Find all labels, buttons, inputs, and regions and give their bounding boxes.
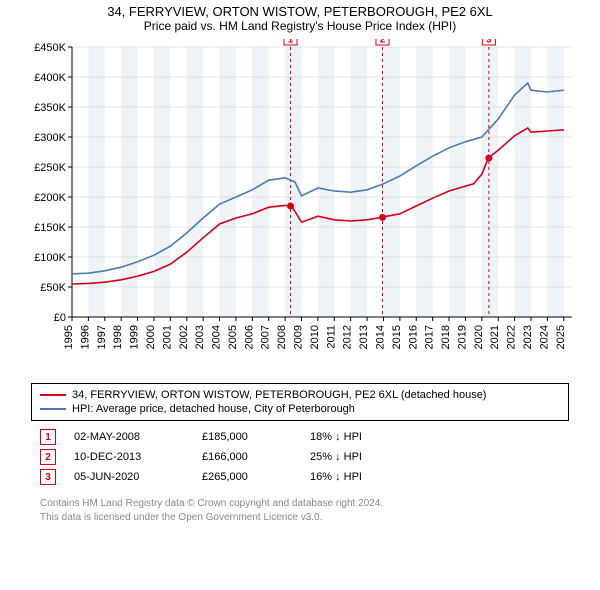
footer-line1: Contains HM Land Registry data © Crown c…: [40, 497, 560, 511]
svg-text:£150K: £150K: [34, 222, 66, 234]
sale-marker-box: 3: [40, 469, 56, 485]
svg-text:2020: 2020: [473, 325, 485, 349]
svg-text:2012: 2012: [342, 325, 354, 349]
svg-text:2005: 2005: [227, 325, 239, 349]
svg-text:2024: 2024: [538, 325, 550, 349]
svg-text:£300K: £300K: [34, 132, 66, 144]
sale-row: 3 05-JUN-2020 £265,000 16% ↓ HPI: [40, 467, 560, 487]
svg-text:2023: 2023: [522, 325, 534, 349]
chart-title-line2: Price paid vs. HM Land Registry's House …: [0, 19, 600, 39]
svg-text:2021: 2021: [489, 325, 501, 349]
svg-text:2025: 2025: [555, 325, 567, 349]
sale-price: £265,000: [202, 471, 292, 483]
svg-text:£100K: £100K: [34, 252, 66, 264]
sale-delta: 16% ↓ HPI: [310, 471, 400, 483]
chart-area: £0 £50K £100K £150K £200K £250K £300K £350K £400…: [20, 39, 580, 379]
svg-text:2004: 2004: [211, 325, 223, 349]
legend-label: 34, FERRYVIEW, ORTON WISTOW, PETERBOROUG…: [72, 389, 486, 401]
svg-text:2015: 2015: [391, 325, 403, 349]
footer-line2: This data is licensed under the Open Gov…: [40, 511, 560, 525]
legend: 34, FERRYVIEW, ORTON WISTOW, PETERBOROUG…: [31, 383, 569, 421]
svg-text:2018: 2018: [440, 325, 452, 349]
svg-text:£50K: £50K: [40, 282, 66, 294]
svg-text:2006: 2006: [243, 325, 255, 349]
footer-attribution: Contains HM Land Registry data © Crown c…: [40, 497, 560, 524]
svg-text:£200K: £200K: [34, 192, 66, 204]
svg-text:£0: £0: [54, 312, 66, 324]
svg-text:1999: 1999: [129, 325, 141, 349]
svg-text:2013: 2013: [358, 325, 370, 349]
svg-text:£250K: £250K: [34, 162, 66, 174]
chart-svg: £0 £50K £100K £150K £200K £250K £300K £350K £400…: [20, 39, 580, 379]
svg-text:2009: 2009: [293, 325, 305, 349]
svg-text:2000: 2000: [145, 325, 157, 349]
svg-text:2014: 2014: [374, 325, 386, 349]
sale-marker-box: 2: [40, 449, 56, 465]
svg-text:£350K: £350K: [34, 102, 66, 114]
sale-delta: 25% ↓ HPI: [310, 451, 400, 463]
svg-text:2011: 2011: [325, 325, 337, 349]
svg-text:£400K: £400K: [34, 72, 66, 84]
sale-price: £166,000: [202, 451, 292, 463]
svg-text:2001: 2001: [161, 325, 173, 349]
sales-table: 1 02-MAY-2008 £185,000 18% ↓ HPI 2 10-DEC-201…: [40, 427, 560, 487]
svg-text:£450K: £450K: [34, 42, 66, 54]
sale-date: 05-JUN-2020: [74, 471, 184, 483]
svg-text:2: 2: [380, 39, 386, 46]
sale-row: 2 10-DEC-2013 £166,000 25% ↓ HPI: [40, 447, 560, 467]
legend-swatch: [40, 394, 66, 396]
legend-label: HPI: Average price, detached house, City…: [72, 403, 355, 415]
svg-text:2016: 2016: [407, 325, 419, 349]
chart-title-line1: 34, FERRYVIEW, ORTON WISTOW, PETERBOROUG…: [0, 0, 600, 19]
sale-delta: 18% ↓ HPI: [310, 431, 400, 443]
legend-item: HPI: Average price, detached house, City…: [40, 402, 560, 416]
svg-text:3: 3: [486, 39, 492, 46]
svg-text:1997: 1997: [96, 325, 108, 349]
legend-item: 34, FERRYVIEW, ORTON WISTOW, PETERBOROUG…: [40, 388, 560, 402]
svg-text:2008: 2008: [276, 325, 288, 349]
sale-row: 1 02-MAY-2008 £185,000 18% ↓ HPI: [40, 427, 560, 447]
svg-text:2002: 2002: [178, 325, 190, 349]
sale-date: 02-MAY-2008: [74, 431, 184, 443]
svg-text:2019: 2019: [456, 325, 468, 349]
svg-text:1996: 1996: [79, 325, 91, 349]
sale-marker-box: 1: [40, 429, 56, 445]
svg-text:2010: 2010: [309, 325, 321, 349]
svg-text:1: 1: [288, 39, 294, 46]
svg-text:2017: 2017: [424, 325, 436, 349]
svg-text:2003: 2003: [194, 325, 206, 349]
legend-swatch: [40, 408, 66, 410]
svg-text:2007: 2007: [260, 325, 272, 349]
sale-date: 10-DEC-2013: [74, 451, 184, 463]
sale-price: £185,000: [202, 431, 292, 443]
svg-text:1998: 1998: [112, 325, 124, 349]
svg-text:2022: 2022: [506, 325, 518, 349]
svg-text:1995: 1995: [63, 325, 75, 349]
